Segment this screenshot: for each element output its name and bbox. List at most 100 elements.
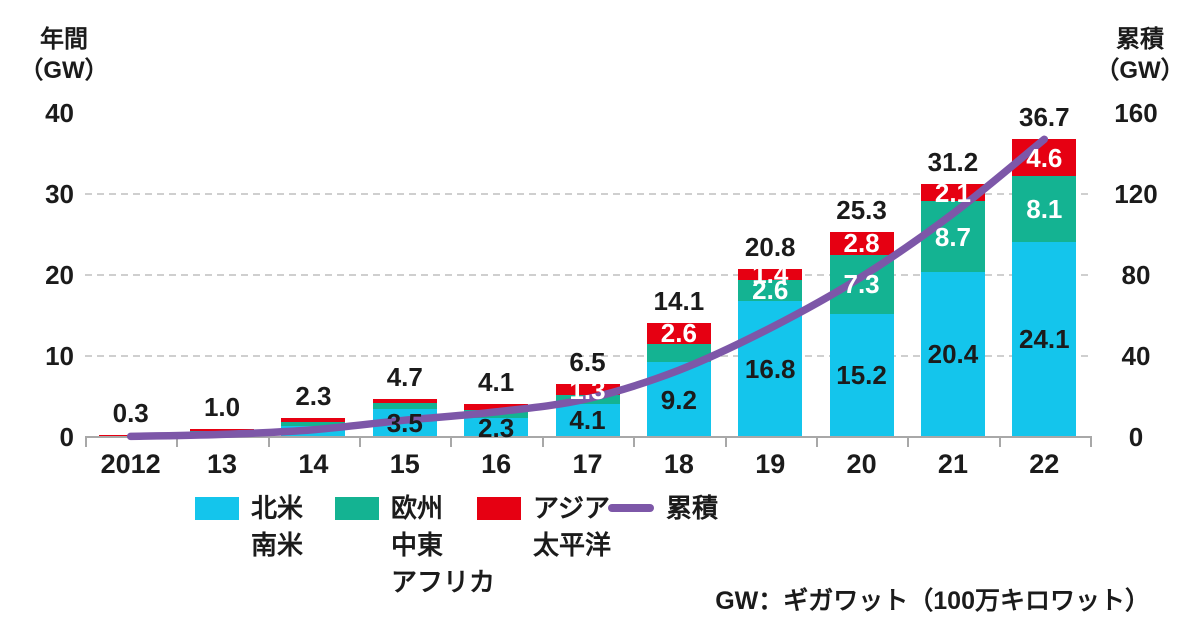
y-axis-left-tick-label: 40 — [45, 98, 74, 128]
y-axis-left-title-line2: （GW） — [19, 57, 109, 84]
bar-segment-americas — [1012, 241, 1077, 437]
legend-label-cumulative: 累積 — [666, 490, 718, 527]
legend-item-emea: 欧州 中東 アフリカ — [335, 490, 495, 601]
segment-value-apac: 2.1 — [934, 177, 972, 208]
legend-label-line: 太平洋 — [533, 530, 612, 560]
x-axis-tick — [176, 438, 179, 447]
y-axis-right-tick-label: 80 — [1121, 260, 1151, 290]
bar-total-label: 4.1 — [478, 366, 515, 397]
bar-segment-apac — [190, 428, 255, 432]
x-axis-tick — [724, 438, 727, 447]
bar-total-label: 2.3 — [295, 381, 332, 412]
y-axis-right-tick-label: 0 — [1128, 422, 1144, 452]
cumulative-line-path — [126, 135, 1049, 441]
plot-area: 0.3 1.0 2.3 3.5 4.7 2.3 4.1 4.1 1.3 6.5 9.2 2.6 14.1… — [85, 103, 1090, 443]
x-axis-label-21: 21 — [937, 449, 968, 479]
bar-segment-americas — [920, 271, 985, 437]
bar-segment-emea — [738, 279, 803, 301]
y-axis-right-tick-label: 40 — [1121, 341, 1151, 371]
x-axis-label-17: 17 — [572, 449, 603, 479]
x-axis-label-14: 14 — [298, 449, 329, 479]
segment-value-emea: 2.6 — [752, 275, 789, 306]
x-axis-tick — [359, 438, 362, 447]
bar-total-label: 20.8 — [744, 231, 796, 262]
legend-label-line: 南米 — [251, 530, 304, 560]
gridline-10 — [85, 355, 1090, 357]
segment-value-emea: 8.1 — [1026, 193, 1063, 224]
y-axis-right-tick-label: 160 — [1114, 98, 1158, 128]
segment-value-americas: 9.2 — [660, 384, 697, 415]
gridline-30 — [85, 193, 1090, 195]
segment-value-americas: 24.1 — [1019, 324, 1070, 355]
legend-label-americas: 北米 南米 — [251, 490, 303, 564]
y-axis-left-title: 年間 （GW） — [18, 24, 110, 86]
gridline-20 — [85, 274, 1090, 276]
legend-label-line: 欧州 — [391, 493, 444, 523]
segment-value-apac: 4.6 — [1026, 142, 1063, 173]
segment-value-emea: 8.7 — [934, 221, 972, 252]
x-axis-tick — [450, 438, 453, 447]
legend-item-apac: アジア 太平洋 — [477, 490, 611, 564]
legend-label-line: アジア — [533, 493, 610, 523]
legend-marker-cumulative — [608, 504, 654, 512]
y-axis-right-title: 累積 （GW） — [1094, 24, 1186, 86]
legend-marker-apac — [477, 497, 521, 520]
segment-value-americas: 15.2 — [836, 360, 887, 391]
bar-segment-apac — [464, 403, 529, 411]
bar-total-label: 6.5 — [569, 347, 606, 378]
x-axis-label-16: 16 — [481, 449, 512, 479]
bar-segment-apac — [829, 232, 894, 255]
segment-value-apac: 1.4 — [752, 259, 789, 290]
bar-segment-apac — [555, 384, 620, 395]
x-axis-tick — [815, 438, 818, 447]
cumulative-line — [126, 135, 1049, 441]
segment-value-americas: 16.8 — [744, 353, 796, 384]
y-axis-left-title-line1: 年間 — [40, 26, 88, 53]
bar-total-label: 4.7 — [386, 361, 423, 392]
legend-label-line: 北米 — [251, 493, 304, 523]
y-axis-left-tick-label: 20 — [45, 260, 74, 290]
x-axis-label-19: 19 — [755, 449, 786, 479]
bar-total-label: 36.7 — [1019, 101, 1070, 132]
x-axis-label-20: 20 — [846, 449, 877, 479]
y-axis-right-title-line2: （GW） — [1095, 57, 1185, 84]
legend-label-apac: アジア 太平洋 — [533, 490, 611, 564]
y-axis-left-tick-label: 0 — [59, 422, 74, 452]
bar-segment-americas — [555, 403, 620, 437]
bar-segment-americas — [829, 313, 894, 437]
x-axis-tick — [1090, 438, 1092, 447]
x-axis-label-15: 15 — [389, 449, 420, 479]
x-axis-label-13: 13 — [207, 449, 238, 479]
legend-label-line: アフリカ — [391, 567, 496, 597]
bar-segment-apac — [281, 418, 346, 423]
segment-value-americas: 3.5 — [386, 407, 423, 438]
segment-value-americas: 4.1 — [569, 405, 606, 436]
legend-item-americas: 北米 南米 — [195, 490, 303, 564]
legend-item-cumulative: 累積 — [608, 490, 718, 527]
x-axis-label-2012: 2012 — [100, 449, 161, 479]
legend-label-line: 中東 — [391, 530, 444, 560]
segment-value-apac: 2.6 — [660, 318, 697, 349]
bar-total-label: 14.1 — [653, 285, 705, 316]
y-axis-right-title-line1: 累積 — [1116, 26, 1164, 53]
segment-value-americas: 2.3 — [478, 412, 515, 443]
legend-label-line: 累積 — [666, 493, 719, 523]
x-axis-tick — [998, 438, 1001, 447]
x-axis-line — [85, 436, 1092, 438]
bar-total-label: 1.0 — [203, 391, 241, 422]
segment-value-emea: 7.3 — [843, 269, 880, 300]
segment-value-apac: 2.8 — [843, 228, 880, 259]
bar-total-label: 25.3 — [836, 195, 887, 226]
bar-total-label: 0.3 — [112, 397, 149, 428]
bar-segment-emea — [1012, 176, 1077, 242]
x-axis-tick — [541, 438, 544, 447]
legend-marker-emea — [335, 497, 379, 520]
bar-segment-apac — [738, 268, 803, 280]
footnote: GW：ギガワット（100万キロワット） — [715, 587, 1150, 615]
bar-segment-apac — [646, 322, 711, 344]
bar-segment-emea — [281, 422, 346, 426]
segment-value-apac: 1.3 — [569, 374, 606, 405]
x-axis-tick — [267, 438, 270, 447]
x-axis-label-22: 22 — [1029, 449, 1060, 479]
